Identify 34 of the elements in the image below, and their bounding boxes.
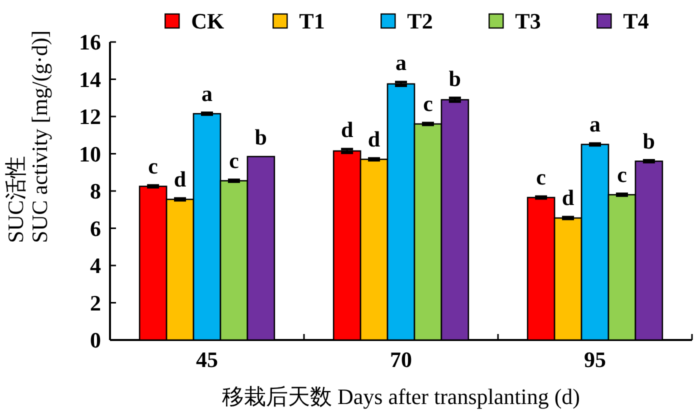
x-tick-label: 45 (196, 347, 218, 372)
data-label: c (229, 148, 239, 173)
y-tick-label: 2 (90, 290, 101, 316)
y-tick-label: 6 (90, 216, 101, 241)
y-tick-label: 8 (90, 178, 101, 204)
data-label: d (340, 117, 354, 142)
legend-label: CK (191, 8, 224, 34)
legend-label: T1 (299, 8, 325, 34)
y-tick-label: 14 (79, 66, 101, 92)
data-label: d (174, 166, 186, 192)
data-label: a (202, 80, 212, 106)
legend-label: T3 (515, 8, 541, 34)
y-tick-label: 16 (79, 30, 101, 54)
x-axis-title: 移栽后天数 Days after transplanting (d) (222, 384, 580, 409)
data-label: b (448, 66, 462, 91)
data-label: c (536, 164, 546, 190)
data-label: d (562, 185, 574, 210)
y-axis-title: SUC活性 SUC activity [mg/(g·d)] (3, 30, 52, 243)
y-tick-label: 0 (90, 328, 101, 352)
data-label: d (368, 126, 380, 152)
legend-label: T2 (407, 8, 433, 34)
x-tick-label: 70 (390, 347, 412, 372)
y-tick-label: 10 (79, 141, 101, 166)
data-label: c (617, 162, 627, 187)
data-label: b (642, 128, 656, 154)
data-label: a (590, 112, 600, 136)
legend-label: T4 (623, 8, 649, 34)
x-tick-label: 95 (584, 347, 606, 372)
data-label: c (423, 91, 433, 116)
data-label: a (396, 50, 406, 76)
data-label: b (254, 124, 268, 150)
y-tick-label: 12 (79, 104, 101, 129)
y-tick-label: 4 (90, 253, 101, 278)
data-label: c (148, 153, 158, 178)
